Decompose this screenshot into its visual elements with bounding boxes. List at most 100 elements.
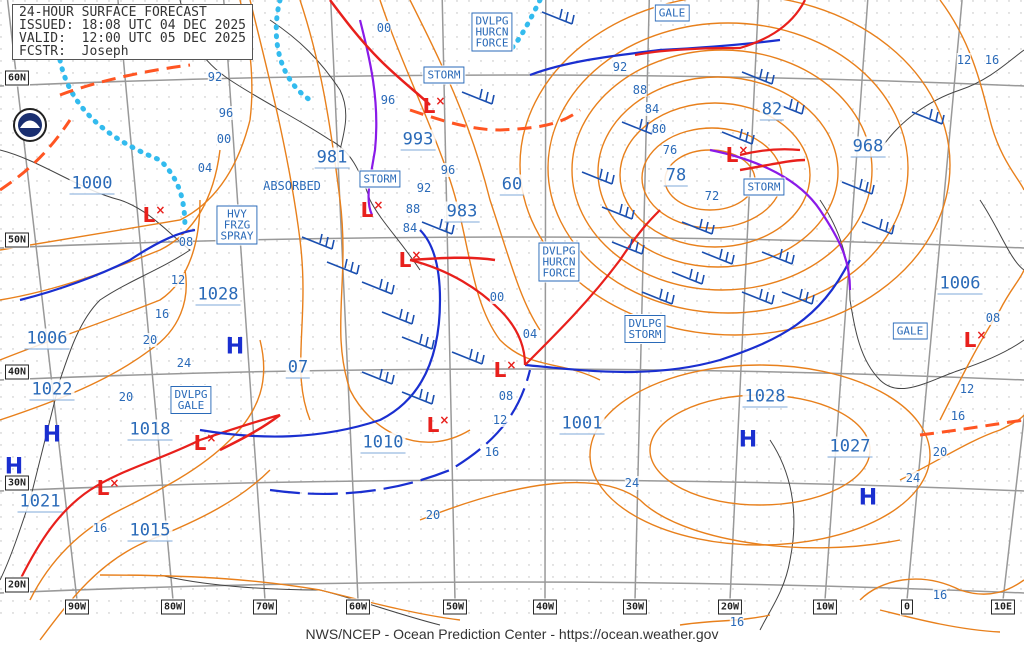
isobar-label: 92 xyxy=(416,181,432,195)
wind-barb xyxy=(381,308,415,325)
low-pressure-center: L× xyxy=(493,358,517,382)
central-pressure: 1021 xyxy=(17,491,63,513)
isobar-label: 08 xyxy=(498,389,514,403)
latitude-line xyxy=(0,479,1024,492)
wind-barb xyxy=(451,348,485,365)
isobar-label: 16 xyxy=(484,445,500,459)
warning-box: DVLPG HURCN FORCE xyxy=(470,11,514,53)
longitude-line xyxy=(441,0,456,601)
isobar-label: 80 xyxy=(651,122,667,136)
wind-barb xyxy=(771,98,805,115)
central-pressure: 1001 xyxy=(559,413,605,435)
wind-barb xyxy=(741,288,775,305)
longitude-line xyxy=(223,0,266,601)
wind-barb xyxy=(681,218,715,235)
isobar-label: 08 xyxy=(178,235,194,249)
warning-box: STORM xyxy=(422,65,466,85)
latitude-label: 30N xyxy=(3,474,31,492)
longitude-label: 20W xyxy=(716,598,744,616)
longitude-line xyxy=(6,0,78,601)
isobar-label: 04 xyxy=(522,327,538,341)
wind-barb xyxy=(911,108,945,125)
wind-barb xyxy=(781,288,815,305)
isobar-label: 16 xyxy=(92,521,108,535)
longitude-label: 10W xyxy=(811,598,839,616)
longitude-label: 50W xyxy=(441,598,469,616)
header-valid: VALID: 12:00 UTC 05 DEC 2025 xyxy=(19,31,246,46)
high-pressure-center: H xyxy=(858,485,878,511)
high-pressure-center: H xyxy=(225,334,245,360)
isobar-label: 00 xyxy=(489,290,505,304)
occluded-front xyxy=(358,19,378,216)
warning-box: GALE xyxy=(891,321,929,341)
wind-barb xyxy=(721,128,755,145)
latitude-line xyxy=(0,74,1024,87)
central-pressure: 981 xyxy=(314,147,350,169)
low-pressure-center: L× xyxy=(96,476,120,500)
longitude-line xyxy=(824,0,869,601)
central-pressure: 1028 xyxy=(195,284,241,306)
low-pressure-center: L× xyxy=(193,431,217,455)
warning-box: GALE xyxy=(653,3,691,23)
latitude-label: 60N xyxy=(3,69,31,87)
warning-box: DVLPG STORM xyxy=(623,314,667,344)
wind-barb xyxy=(671,268,705,285)
isobar-label: 20 xyxy=(425,508,441,522)
low-pressure-center: L× xyxy=(422,94,446,118)
central-pressure: 1010 xyxy=(360,432,406,454)
header-title: 24-HOUR SURFACE FORECAST xyxy=(19,5,207,20)
cold-front xyxy=(524,259,851,374)
wind-barb xyxy=(861,218,895,235)
isobar-label: 24 xyxy=(905,471,921,485)
wind-barb xyxy=(401,333,435,350)
latitude-line xyxy=(0,236,1024,249)
isobar-label: 76 xyxy=(662,143,678,157)
longitude-line xyxy=(329,0,359,601)
high-pressure-center: H xyxy=(738,427,758,453)
isobar-label: 08 xyxy=(985,311,1001,325)
longitude-label: 90W xyxy=(63,598,91,616)
warning-box: HVY FRZG SPRAY xyxy=(215,204,259,246)
longitude-label: 30W xyxy=(621,598,649,616)
isobar-label: 20 xyxy=(142,333,158,347)
wind-barb xyxy=(421,218,455,235)
isobar-label: 84 xyxy=(402,221,418,235)
central-pressure: 07 xyxy=(285,357,311,379)
low-pressure-center: L× xyxy=(398,248,422,272)
longitude-line xyxy=(544,0,547,601)
isobar-label: 92 xyxy=(612,60,628,74)
isobar-label: 84 xyxy=(644,102,660,116)
wind-barb xyxy=(841,178,875,195)
longitude-label: 10E xyxy=(989,598,1017,616)
wind-barb xyxy=(361,368,395,385)
longitude-label: 60W xyxy=(344,598,372,616)
latitude-line xyxy=(0,368,1024,381)
central-pressure: 1006 xyxy=(24,328,70,350)
latitude-label: 20N xyxy=(3,576,31,594)
central-pressure: 78 xyxy=(663,165,689,187)
wind-barb xyxy=(611,238,645,255)
latitude-label: 50N xyxy=(3,231,31,249)
central-pressure: 1018 xyxy=(127,419,173,441)
dot-grid xyxy=(0,0,1024,620)
low-pressure-center: L× xyxy=(142,203,166,227)
central-pressure: 1006 xyxy=(937,273,983,295)
wind-barb xyxy=(541,8,575,25)
isobar-label: 72 xyxy=(704,189,720,203)
longitude-line xyxy=(729,0,760,601)
warm-front xyxy=(409,258,527,366)
isobar-label: 24 xyxy=(624,476,640,490)
wind-barb xyxy=(361,278,395,295)
cold-front xyxy=(19,228,196,302)
header-issued: ISSUED: 18:08 UTC 04 DEC 2025 xyxy=(19,18,246,33)
central-pressure: 1000 xyxy=(69,173,115,195)
isobar-label: 20 xyxy=(118,390,134,404)
isobar-label: 24 xyxy=(176,356,192,370)
longitude-line xyxy=(906,0,963,601)
isobar-label: 16 xyxy=(729,615,745,629)
isobar-label: 12 xyxy=(492,413,508,427)
wind-barb xyxy=(401,388,435,405)
central-pressure: 1028 xyxy=(742,386,788,408)
wind-barb xyxy=(326,258,360,275)
central-pressure: 60 xyxy=(499,174,525,196)
